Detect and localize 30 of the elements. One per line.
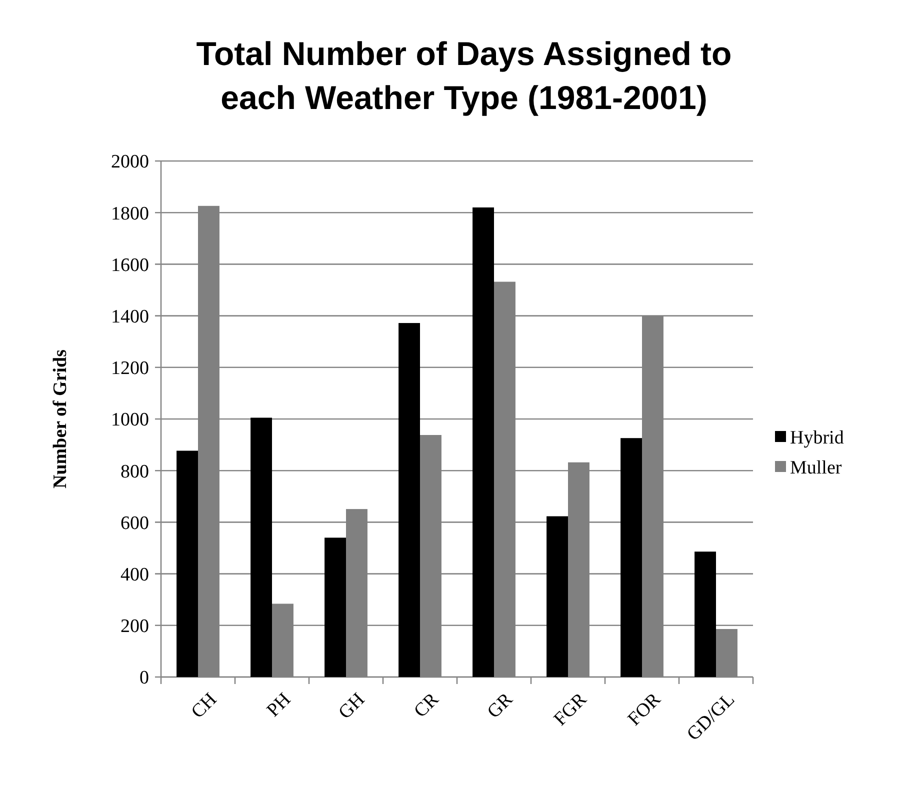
y-tick-label: 200 (120, 616, 149, 638)
x-tick-label: GR (483, 688, 518, 723)
y-tick-label: 2000 (111, 152, 149, 173)
bar (546, 516, 568, 677)
bar (472, 207, 494, 677)
x-tick-label: FGR (550, 688, 592, 730)
legend-label: Muller (790, 458, 842, 479)
x-tick-label: GH (334, 688, 370, 724)
bar (620, 438, 642, 677)
y-tick-label: 1000 (111, 410, 149, 431)
bar (694, 552, 716, 677)
y-tick-label: 1200 (111, 358, 149, 380)
x-tick-label: FOR (624, 688, 666, 730)
y-tick-label: 400 (120, 564, 149, 586)
y-tick-label: 0 (140, 668, 149, 689)
bar (324, 538, 346, 677)
legend-label: Hybrid (790, 428, 844, 449)
x-tick-label: CH (187, 688, 222, 723)
bar (176, 450, 198, 677)
y-tick-label: 800 (120, 461, 149, 482)
y-tick-label: 600 (120, 512, 149, 534)
y-tick-label: 1400 (111, 306, 149, 328)
y-tick-label: 1600 (111, 254, 149, 276)
y-axis-title: Number of Grids (50, 350, 71, 488)
x-tick-label: CR (410, 688, 444, 722)
y-tick-label: 1800 (111, 203, 149, 224)
x-tick-label: PH (262, 688, 296, 722)
chart-title: Total Number of Days Assigned to each Weather Type (1981-2001) (196, 35, 732, 116)
bar (250, 418, 272, 677)
bar (398, 323, 420, 677)
